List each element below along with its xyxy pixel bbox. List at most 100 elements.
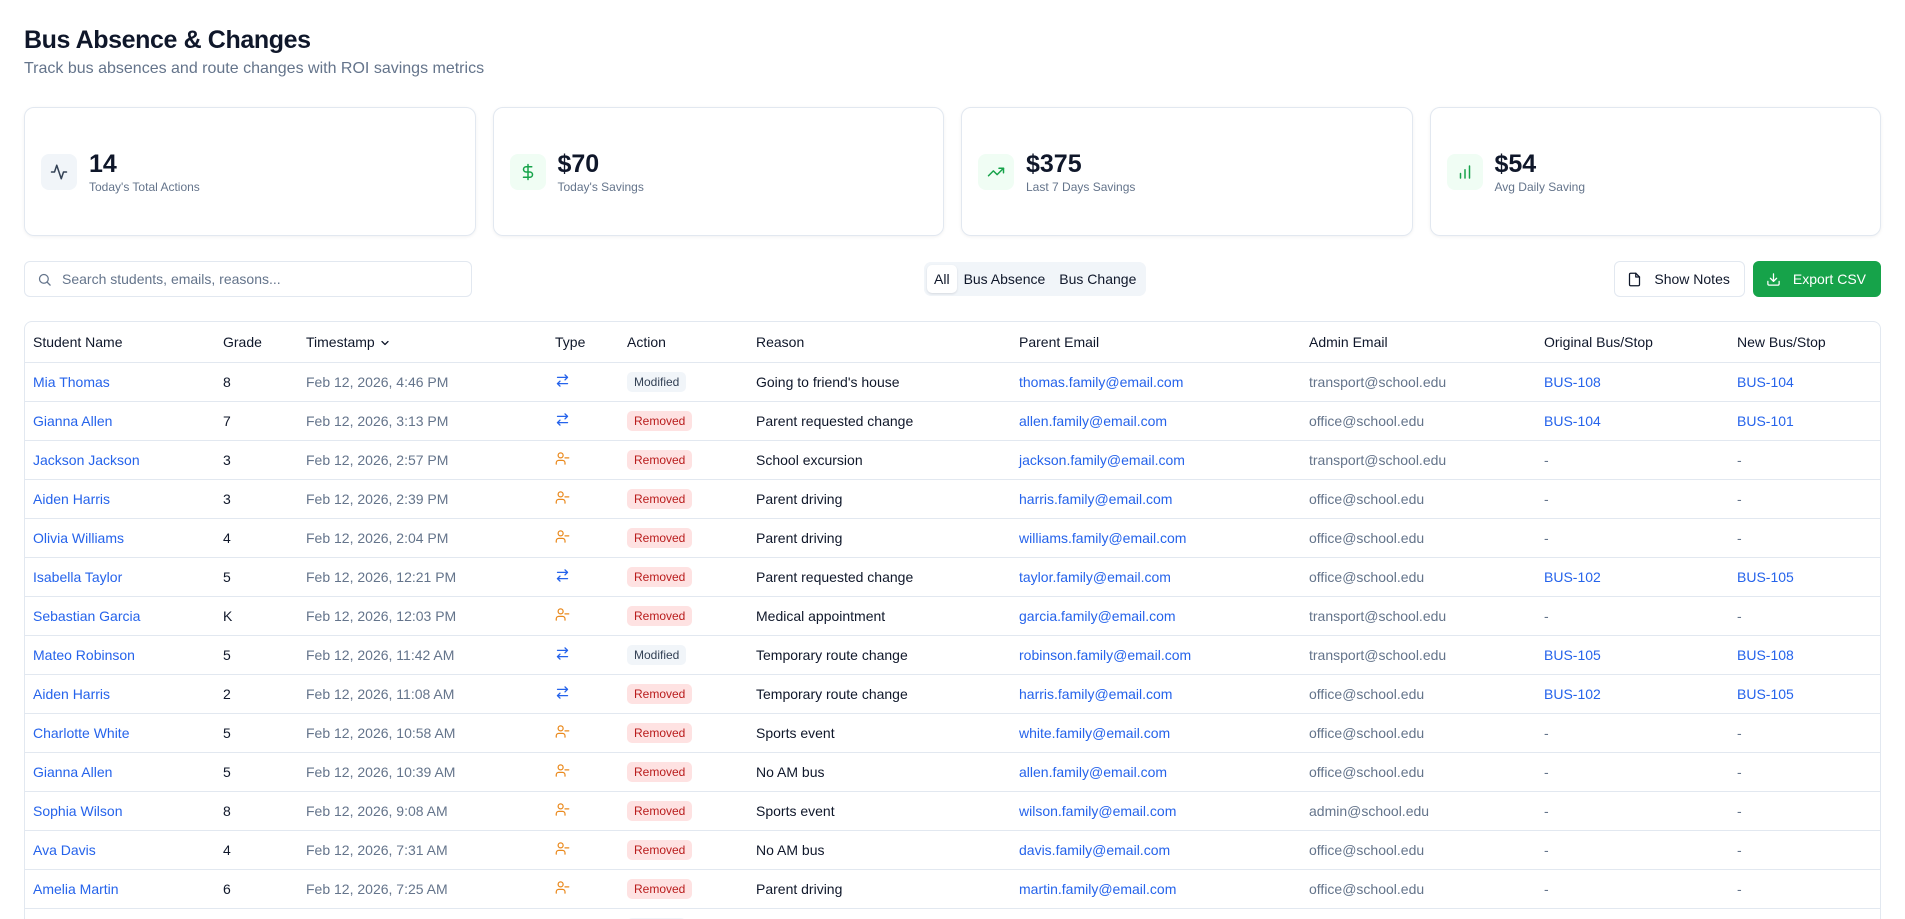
column-header-grade[interactable]: Grade	[215, 322, 298, 363]
parent-email-link[interactable]: martin.family@email.com	[1019, 880, 1177, 897]
table-row[interactable]: Gianna Allen 7 Feb 12, 2026, 3:13 PM Remove…	[25, 401, 1880, 441]
reason-cell: Sports event	[748, 713, 1011, 753]
table-row[interactable]: Mia Thomas 8 Feb 12, 2026, 4:46 PM Modified…	[25, 362, 1880, 402]
column-header-timestamp-label: Timestamp	[306, 333, 375, 350]
export-csv-button[interactable]: Export CSV	[1752, 261, 1881, 297]
column-header-parent-email[interactable]: Parent Email	[1011, 322, 1301, 363]
student-name-link[interactable]: Sebastian Garcia	[33, 607, 141, 624]
column-header-student[interactable]: Student Name	[25, 322, 215, 363]
type-filter-group: All Bus Absence Bus Change	[924, 262, 1147, 296]
column-header-action[interactable]: Action	[619, 322, 748, 363]
student-name-link[interactable]: Aiden Harris	[33, 490, 111, 507]
column-header-admin-email[interactable]: Admin Email	[1301, 322, 1536, 363]
student-name-link[interactable]: Mateo Robinson	[33, 646, 135, 663]
grade-cell: 6	[215, 869, 298, 909]
grade-cell: 3	[215, 479, 298, 519]
student-name-link[interactable]: Ava Davis	[33, 841, 96, 858]
new-bus-stop[interactable]: BUS-104	[1737, 373, 1794, 390]
parent-email-link[interactable]: taylor.family@email.com	[1019, 568, 1171, 585]
search-icon	[38, 273, 51, 286]
student-name-link[interactable]: Charlotte White	[33, 724, 130, 741]
parent-email-link[interactable]: harris.family@email.com	[1019, 490, 1173, 507]
new-bus-stop[interactable]: BUS-105	[1737, 568, 1794, 585]
timestamp-cell: Feb 12, 2026, 2:04 PM	[298, 518, 547, 558]
column-header-reason[interactable]: Reason	[748, 322, 1011, 363]
original-bus-stop[interactable]: BUS-105	[1544, 646, 1601, 663]
parent-email-link[interactable]: allen.family@email.com	[1019, 763, 1168, 780]
student-name-link[interactable]: Mia Thomas	[33, 373, 110, 390]
new-bus-stop: -	[1737, 880, 1742, 897]
user-minus-icon	[555, 607, 570, 622]
parent-email-link[interactable]: allen.family@email.com	[1019, 412, 1168, 429]
table-row[interactable]: Isabella Taylor 5 Feb 12, 2026, 12:21 PM Re…	[25, 557, 1880, 597]
parent-email-link[interactable]: robinson.family@email.com	[1019, 646, 1192, 663]
reason-cell: No AM bus	[748, 830, 1011, 870]
original-bus-stop[interactable]: BUS-102	[1544, 685, 1601, 702]
reason-cell: Parent driving	[748, 869, 1011, 909]
grade-cell: K	[215, 596, 298, 636]
column-header-timestamp[interactable]: Timestamp	[298, 322, 547, 363]
grade-cell: 4	[215, 518, 298, 558]
reason-cell: Parent requested change	[748, 401, 1011, 441]
table-row[interactable]: Gianna Allen 5 Feb 12, 2026, 10:39 AM Remov…	[25, 752, 1880, 792]
stats-row: 14 Today's Total Actions $70 Today's Sav…	[24, 107, 1881, 236]
search-box[interactable]	[24, 261, 472, 297]
parent-email-link[interactable]: harris.family@email.com	[1019, 685, 1173, 702]
new-bus-stop[interactable]: BUS-108	[1737, 646, 1794, 663]
column-header-new-bus[interactable]: New Bus/Stop	[1729, 322, 1880, 363]
table-row[interactable]: Aiden Harris 3 Feb 12, 2026, 2:39 PM Remove…	[25, 479, 1880, 519]
filter-bus-absence[interactable]: Bus Absence	[963, 271, 1046, 287]
table-header-row: Student Name Grade Timestamp Type Action…	[25, 322, 1880, 363]
parent-email-link[interactable]: jackson.family@email.com	[1019, 451, 1185, 468]
filter-all[interactable]: All	[927, 265, 957, 293]
show-notes-button[interactable]: Show Notes	[1614, 261, 1745, 297]
table-row[interactable]: Sebastian Garcia K Feb 12, 2026, 12:03 PM R…	[25, 596, 1880, 636]
parent-email-link[interactable]: williams.family@email.com	[1019, 529, 1187, 546]
new-bus-stop: -	[1737, 802, 1742, 819]
student-name-link[interactable]: Aiden Harris	[33, 685, 111, 702]
column-header-type[interactable]: Type	[547, 322, 619, 363]
admin-email-cell: office@school.edu	[1301, 674, 1536, 714]
timestamp-cell: Feb 12, 2026, 11:08 AM	[298, 674, 547, 714]
parent-email-link[interactable]: thomas.family@email.com	[1019, 373, 1184, 390]
student-name-link[interactable]: Sophia Wilson	[33, 802, 123, 819]
table-row[interactable]: Olivia Williams 4 Feb 12, 2026, 2:04 PM Rem…	[25, 518, 1880, 558]
new-bus-stop[interactable]: BUS-105	[1737, 685, 1794, 702]
original-bus-stop[interactable]: BUS-104	[1544, 412, 1601, 429]
search-input[interactable]	[62, 271, 459, 287]
table-row[interactable]: Jackson Jackson 3 Feb 12, 2026, 2:57 PM Rem…	[25, 440, 1880, 480]
table-row[interactable]: Charlotte White 5 Feb 12, 2026, 10:58 AM Re…	[25, 713, 1880, 753]
student-name-link[interactable]: Isabella Taylor	[33, 568, 123, 585]
table-row[interactable]: Modified	[25, 908, 1880, 919]
table-row[interactable]: Ava Davis 4 Feb 12, 2026, 7:31 AM Removed No…	[25, 830, 1880, 870]
table-row[interactable]: Amelia Martin 6 Feb 12, 2026, 7:25 AM Remov…	[25, 869, 1880, 909]
parent-email-link[interactable]: white.family@email.com	[1019, 724, 1171, 741]
table-row[interactable]: Aiden Harris 2 Feb 12, 2026, 11:08 AM Remov…	[25, 674, 1880, 714]
student-name-link[interactable]: Gianna Allen	[33, 412, 113, 429]
new-bus-stop[interactable]: BUS-101	[1737, 412, 1794, 429]
table-row[interactable]: Sophia Wilson 8 Feb 12, 2026, 9:08 AM Remov…	[25, 791, 1880, 831]
table-row[interactable]: Mateo Robinson 5 Feb 12, 2026, 11:42 AM Mod…	[25, 635, 1880, 675]
action-badge: Modified	[627, 371, 687, 392]
student-name-link[interactable]: Jackson Jackson	[33, 451, 140, 468]
route-change-icon	[555, 412, 570, 427]
timestamp-cell	[298, 908, 547, 919]
student-name-link[interactable]: Amelia Martin	[33, 880, 119, 897]
column-header-original-bus[interactable]: Original Bus/Stop	[1536, 322, 1729, 363]
filter-bus-change[interactable]: Bus Change	[1059, 271, 1137, 287]
parent-email-link[interactable]: garcia.family@email.com	[1019, 607, 1176, 624]
parent-email-link[interactable]: wilson.family@email.com	[1019, 802, 1177, 819]
stat-card-week-savings: $375 Last 7 Days Savings	[961, 107, 1413, 236]
user-minus-icon	[555, 763, 570, 778]
student-name-link[interactable]: Gianna Allen	[33, 763, 113, 780]
grade-cell: 5	[215, 752, 298, 792]
original-bus-stop[interactable]: BUS-108	[1544, 373, 1601, 390]
original-bus-stop[interactable]: BUS-102	[1544, 568, 1601, 585]
new-bus-stop: -	[1737, 529, 1742, 546]
student-name-link[interactable]: Olivia Williams	[33, 529, 124, 546]
stat-card-todays-savings: $70 Today's Savings	[492, 107, 944, 236]
action-badge: Removed	[627, 488, 693, 509]
grade-cell: 5	[215, 713, 298, 753]
parent-email-link[interactable]: davis.family@email.com	[1019, 841, 1171, 858]
toolbar: All Bus Absence Bus Change Show Notes Ex…	[24, 261, 1881, 297]
